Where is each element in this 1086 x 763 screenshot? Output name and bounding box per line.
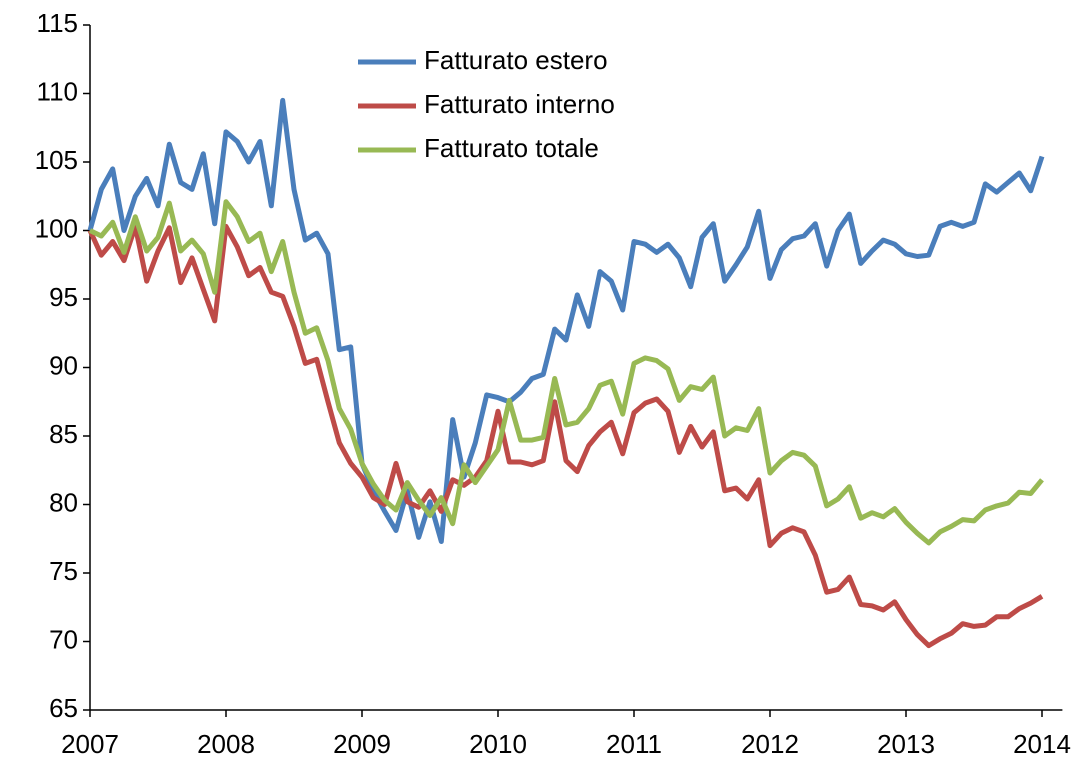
x-tick-label: 2008 xyxy=(197,729,255,759)
x-tick-label: 2007 xyxy=(61,729,119,759)
x-tick-label: 2013 xyxy=(877,729,935,759)
x-tick-label: 2011 xyxy=(606,729,662,759)
y-tick-label: 90 xyxy=(49,350,78,380)
y-tick-label: 75 xyxy=(49,556,78,586)
legend-label: Fatturato estero xyxy=(424,45,608,75)
x-tick-label: 2012 xyxy=(741,729,799,759)
x-tick-label: 2010 xyxy=(469,729,527,759)
x-tick-label: 2009 xyxy=(333,729,391,759)
y-tick-label: 95 xyxy=(49,282,78,312)
x-tick-label: 2014 xyxy=(1013,729,1071,759)
legend-label: Fatturato interno xyxy=(424,89,615,119)
series-line xyxy=(87,97,1045,544)
y-tick-label: 65 xyxy=(49,693,78,723)
y-tick-label: 85 xyxy=(49,419,78,449)
y-tick-label: 105 xyxy=(35,145,78,175)
series-line xyxy=(88,199,1044,546)
series-line xyxy=(87,223,1044,649)
y-tick-label: 80 xyxy=(49,487,78,517)
y-tick-label: 70 xyxy=(49,624,78,654)
y-tick-label: 115 xyxy=(37,8,78,38)
y-tick-label: 110 xyxy=(37,76,78,106)
y-tick-label: 100 xyxy=(35,213,78,243)
legend-label: Fatturato totale xyxy=(424,133,599,163)
